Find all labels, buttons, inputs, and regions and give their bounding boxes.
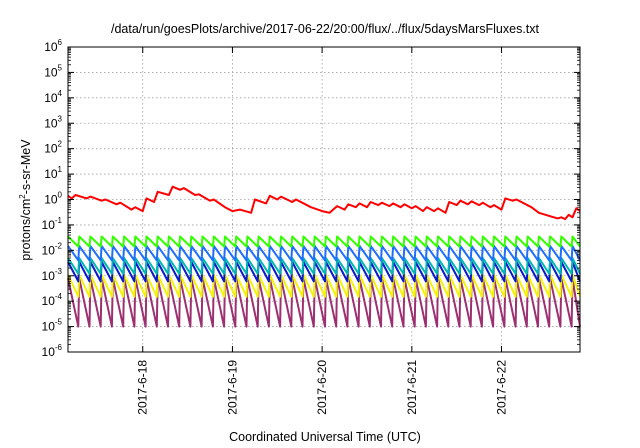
y-tick-label: 102 [44,140,62,156]
y-tick-label: 100 [44,191,62,207]
x-axis-labels: 2017-6-18 2017-6-19 2017-6-20 2017-6-21 2017… [136,360,509,415]
series-line [67,235,581,248]
x-axis-title: Coordinated Universal Time (UTC) [229,430,421,444]
y-tick-label: 10-5 [42,318,63,334]
y-tick-label-exponent: -3 [55,267,63,276]
y-tick-label-base: 10 [42,269,56,283]
y-tick-label: 105 [44,63,62,79]
y-tick-label-base: 10 [44,65,58,79]
x-tick-label: 2017-6-18 [136,360,150,415]
y-tick-label-base: 10 [44,142,58,156]
y-tick-label-base: 10 [42,294,56,308]
axis-ticks [68,46,580,353]
chart-title: /data/run/goesPlots/archive/2017-06-22/2… [111,22,540,36]
y-tick-label: 103 [44,114,62,130]
series-line [67,244,581,262]
y-tick-label-exponent: -4 [55,292,63,301]
y-tick-label-exponent: 6 [58,38,63,47]
y-tick-label-exponent: 2 [58,140,63,149]
y-tick-label-exponent: -2 [55,241,63,250]
series-line [67,185,581,221]
y-tick-label: 106 [44,38,62,54]
y-tick-label-exponent: 5 [58,63,63,72]
y-tick-label: 10-6 [42,343,63,359]
y-tick-label: 104 [44,89,62,105]
x-tick-label: 2017-6-19 [225,360,239,415]
y-tick-label: 10-1 [42,216,63,232]
y-tick-label-exponent: 0 [58,191,63,200]
y-tick-label-base: 10 [42,218,56,232]
series-line [67,277,581,328]
y-tick-label: 10-2 [42,241,63,257]
y-tick-label: 101 [44,165,62,181]
y-axis-title-base: protons/cm [19,199,33,261]
y-tick-label-base: 10 [42,243,56,257]
y-tick-label-base: 10 [44,40,58,54]
y-tick-label-base: 10 [44,91,58,105]
grid-lines [68,47,580,352]
y-tick-label-exponent: -5 [55,318,63,327]
y-tick-label-base: 10 [44,116,58,130]
y-tick-label-base: 10 [44,167,58,181]
y-tick-label-base: 10 [42,320,56,334]
data-series [67,185,581,328]
y-axis-title-rest: -s-sr-MeV [19,139,33,195]
y-tick-label-base: 10 [42,345,56,359]
y-tick-label: 10-3 [42,267,63,283]
y-tick-label-exponent: 4 [58,89,63,98]
y-tick-label-base: 10 [44,193,58,207]
y-tick-label-exponent: 3 [58,114,63,123]
x-tick-label: 2017-6-22 [495,360,509,415]
y-axis-labels: 10-610-510-410-310-210-11001011021031041… [42,38,63,359]
y-tick-label-exponent: -6 [55,343,63,352]
y-tick-label-exponent: -1 [55,216,63,225]
x-tick-label: 2017-6-21 [405,360,419,415]
x-tick-label: 2017-6-20 [315,360,329,415]
y-tick-label-exponent: 1 [58,165,63,174]
y-axis-title: protons/cm2-s-sr-MeV [18,139,33,261]
y-tick-label: 10-4 [42,292,63,308]
y-axis-title-superscript: 2 [18,194,27,199]
